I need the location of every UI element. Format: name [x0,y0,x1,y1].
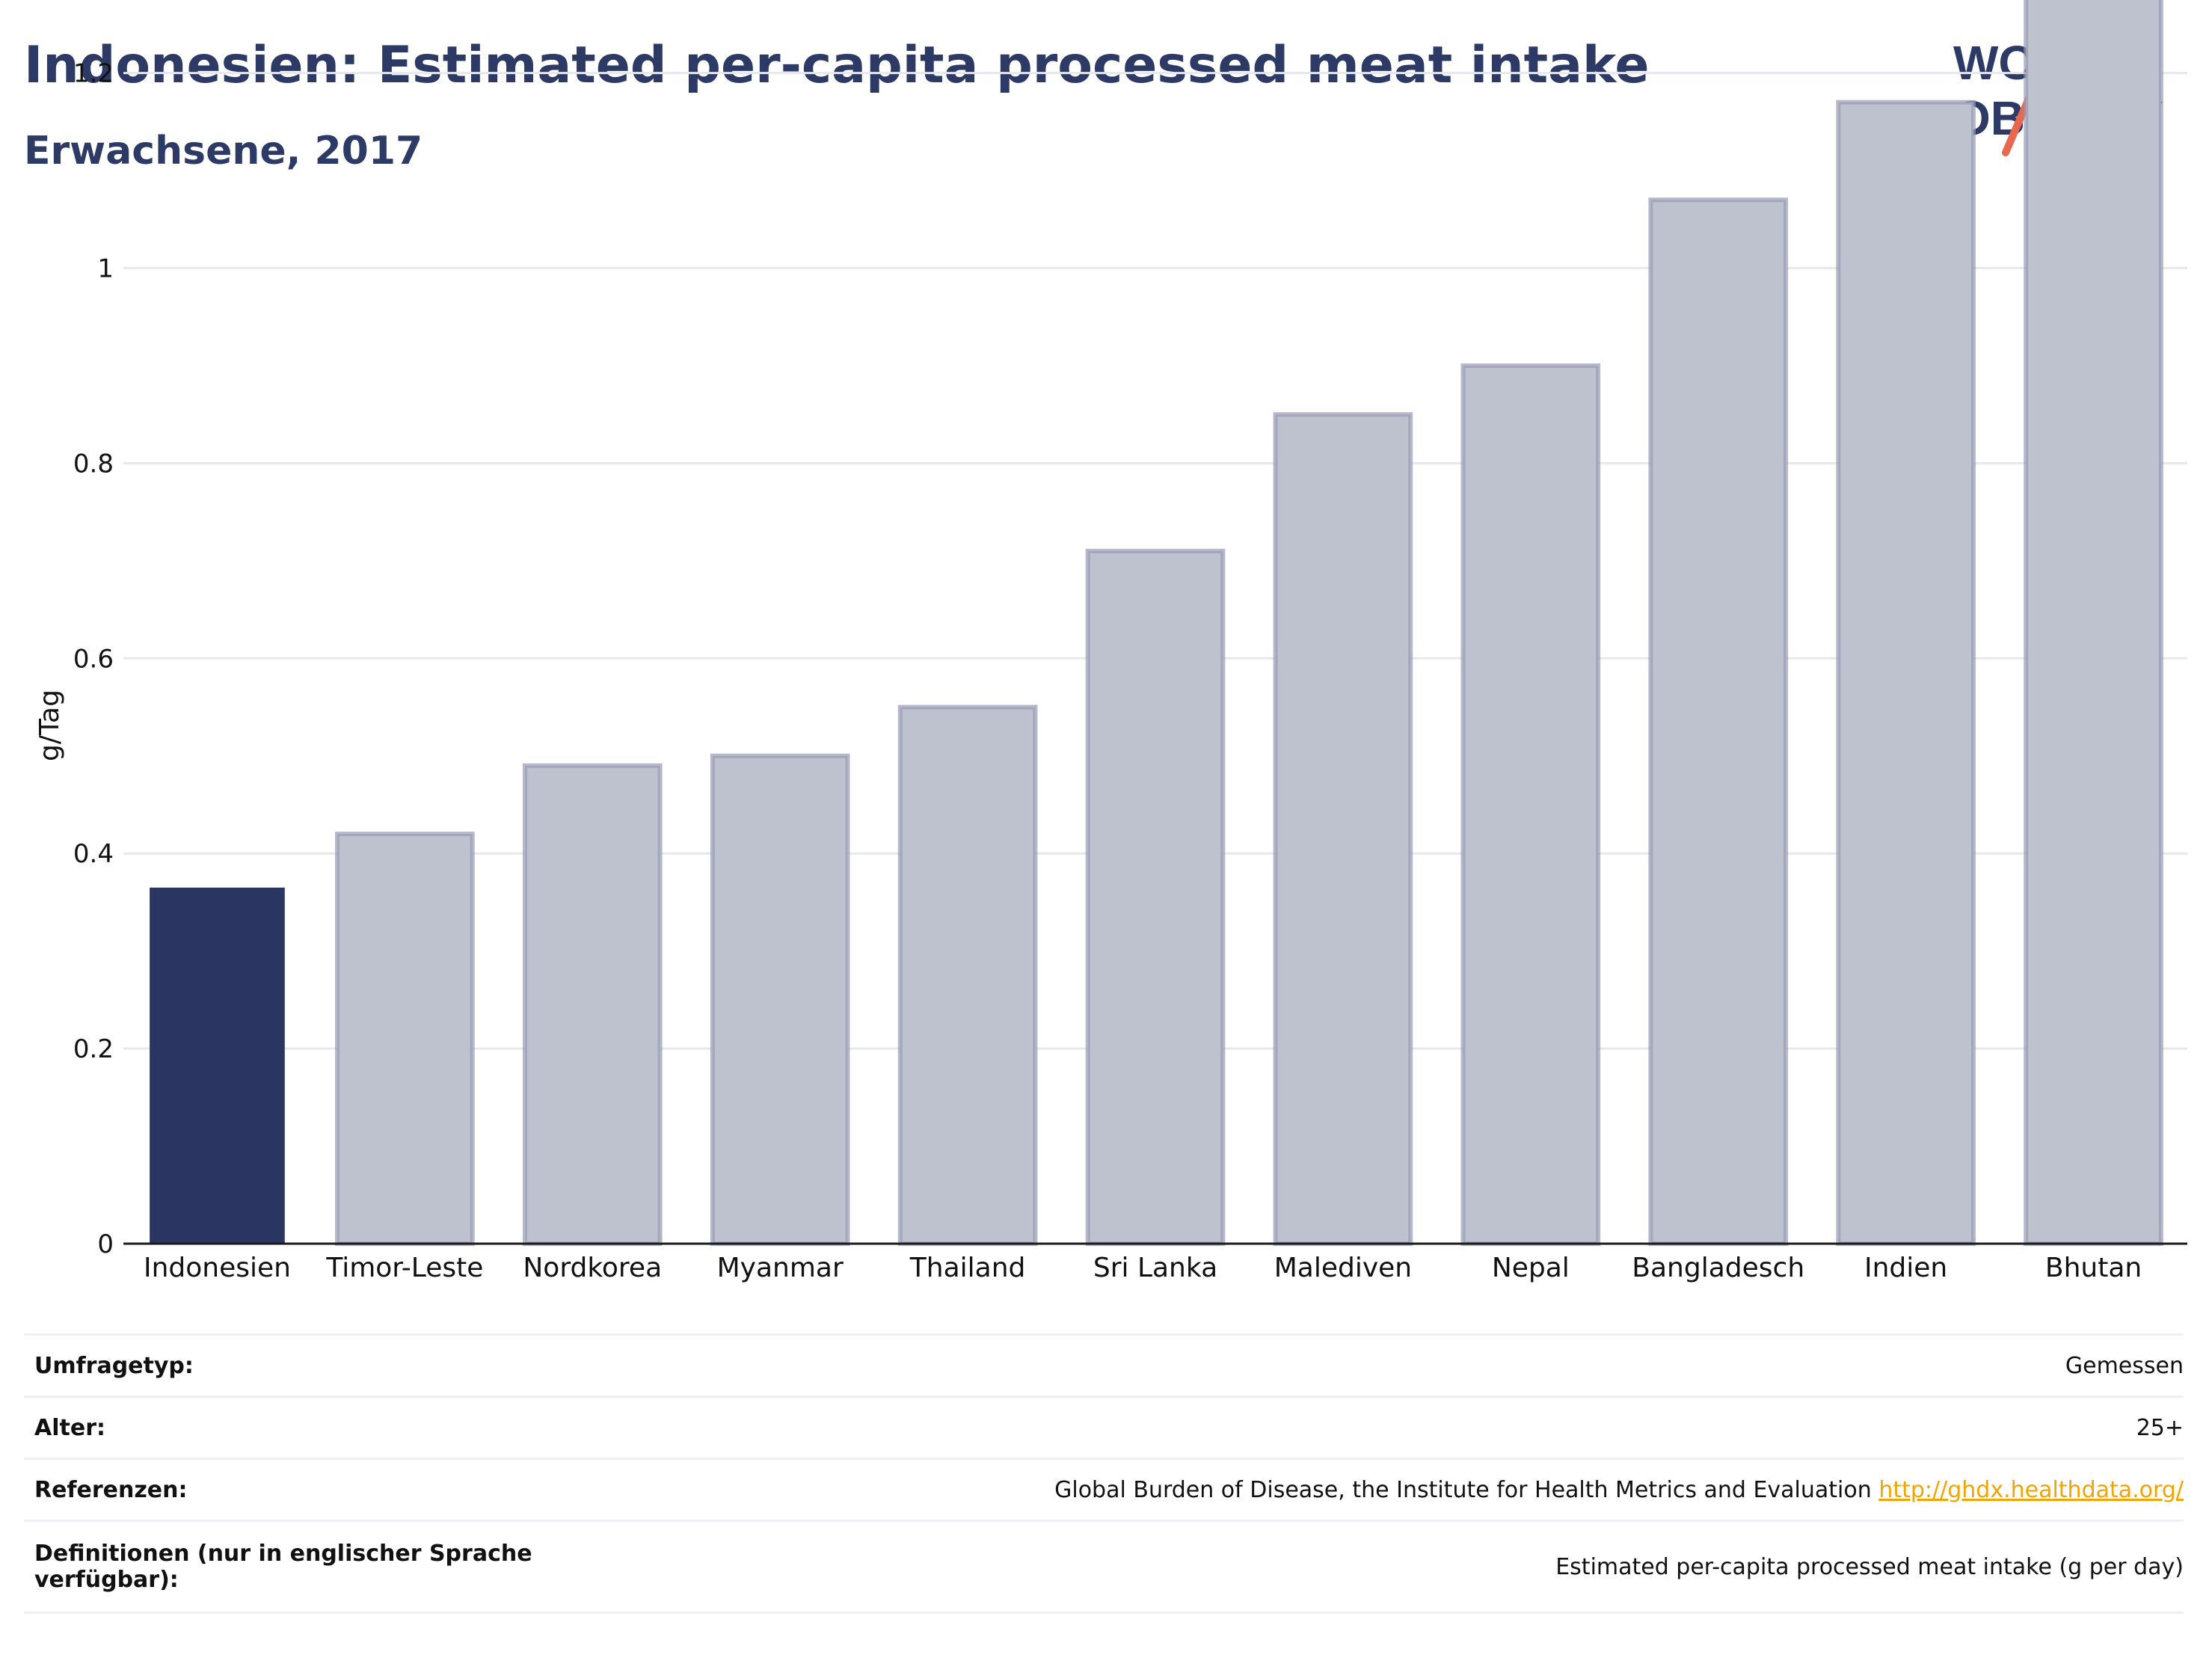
x-tick-label: Nepal [1492,1253,1570,1283]
y-axis-title: g/Tag [34,690,65,761]
survey-type-value: Gemessen [2065,1352,2184,1379]
definitions-value: Estimated per-capita processed meat inta… [1555,1553,2184,1580]
y-axis-ticks: 00.20.40.60.811.21.41.6 [73,59,114,1259]
bar-thailand[interactable] [897,704,1038,1246]
bar-malediven[interactable] [1273,412,1413,1246]
info-table: Umfragetyp: Gemessen Alter: 25+ Referenz… [24,1333,2184,1614]
bar-bhutan[interactable] [2024,0,2163,1247]
bar-indonesien[interactable] [150,887,285,1244]
references-value: Global Burden of Disease, the Institute … [1054,1476,1872,1503]
references-cell: Global Burden of Disease, the Institute … [558,1459,2184,1521]
x-tick-label: Myanmar [717,1253,844,1283]
bars [150,0,2163,1247]
bar-myanmar[interactable] [710,753,850,1246]
y-tick-label: 0.6 [73,644,114,674]
info-row-references: Referenzen: Global Burden of Disease, th… [24,1458,2184,1521]
chart-title: Indonesien: Estimated per-capita process… [24,36,1650,95]
y-tick-label: 0.8 [73,449,114,479]
x-axis-ticks: Indonesien Timor-Leste Nordkorea Myanmar Tha… [144,1253,2142,1283]
info-row-definitions: Definitionen (nur in englischer Sprache … [24,1520,2184,1613]
survey-type-label: Umfragetyp: [34,1352,194,1379]
info-row-survey-type: Umfragetyp: Gemessen [24,1334,2184,1397]
bar-nepal[interactable] [1460,363,1601,1247]
age-label: Alter: [34,1414,105,1441]
y-tick-label: 1 [97,254,114,284]
references-label: Referenzen: [34,1476,188,1503]
x-tick-label: Indonesien [144,1253,291,1283]
x-tick-label: Malediven [1274,1253,1412,1283]
references-link[interactable]: http://ghdx.healthdata.org/ [1878,1476,2184,1503]
definitions-label: Definitionen (nur in englischer Sprache … [34,1541,532,1593]
age-value: 25+ [2136,1414,2184,1441]
y-tick-label: 0.4 [73,839,114,869]
bar-sri-lanka[interactable] [1085,548,1226,1246]
x-tick-label: Indien [1864,1253,1947,1283]
x-tick-label: Thailand [909,1253,1026,1283]
bar-bangladesch[interactable] [1648,197,1789,1246]
bar-chart: 00.20.40.60.811.21.41.6 IndonesienTimor-… [34,0,2187,1283]
x-tick-label: Bangladesch [1632,1253,1804,1283]
x-tick-label: Nordkorea [523,1253,662,1283]
y-tick-label: 0 [97,1229,114,1259]
bar-indien[interactable] [1836,99,1976,1247]
x-tick-label: Timor-Leste [325,1253,483,1283]
x-tick-label: Sri Lanka [1093,1253,1217,1283]
chart-subtitle: Erwachsene, 2017 [24,129,423,174]
x-tick-label: Bhutan [2045,1253,2142,1283]
bar-nordkorea[interactable] [522,763,663,1246]
y-tick-label: 0.2 [73,1034,114,1064]
info-row-age: Alter: 25+ [24,1396,2184,1459]
bar-timor-leste[interactable] [335,832,475,1246]
y-tick-label: 1.2 [73,59,114,89]
